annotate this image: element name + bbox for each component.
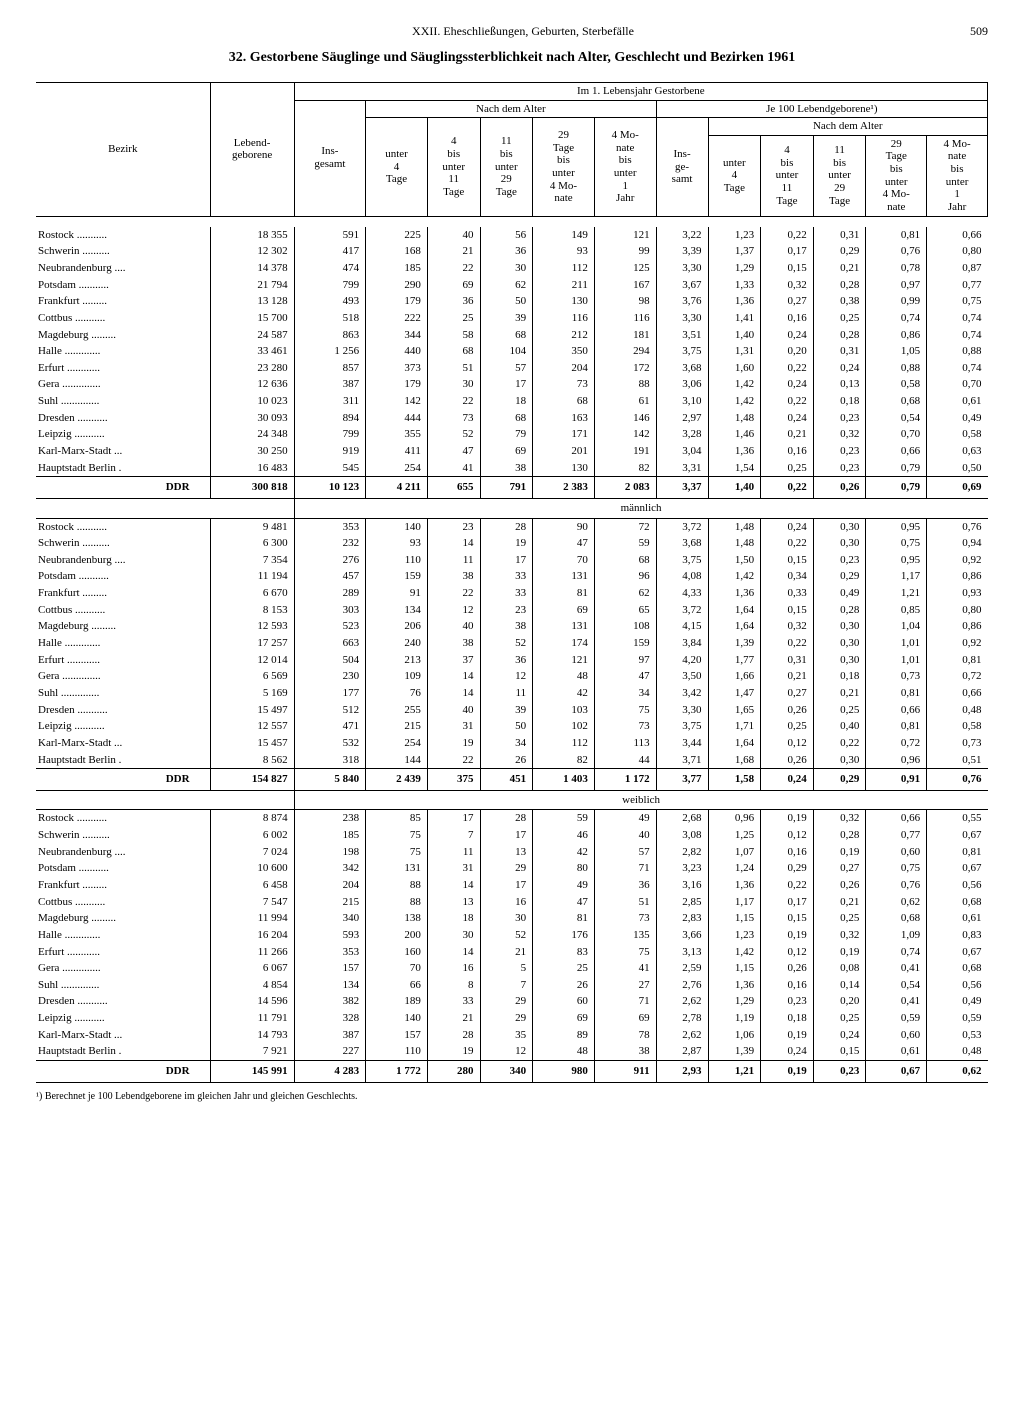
table-row: Suhl ..............5 16917776141142343,4… bbox=[36, 685, 988, 702]
c1a: unter4Tage bbox=[366, 118, 428, 216]
table-row: Hauptstadt Berlin .16 483545254413813082… bbox=[36, 460, 988, 477]
c2b: 4bisunter11Tage bbox=[761, 135, 814, 216]
table-row: Frankfurt .........6 67028991223381624,3… bbox=[36, 585, 988, 602]
table-row: Frankfurt .........6 45820488141749363,1… bbox=[36, 877, 988, 894]
c4b: 29Tagebisunter4 Mo-nate bbox=[866, 135, 927, 216]
col-bezirk: Bezirk bbox=[36, 82, 210, 216]
table-body: Rostock ...........18 355591225405614912… bbox=[36, 216, 988, 1082]
table-row: Rostock ...........18 355591225405614912… bbox=[36, 227, 988, 244]
col-group-main: Im 1. Lebensjahr Gestorbene bbox=[294, 82, 987, 100]
c3a: 11bisunter29Tage bbox=[480, 118, 533, 216]
table-row: Schwerin ..........12 302417168213693993… bbox=[36, 243, 988, 260]
table-row: Gera ..............6 0671577016525412,59… bbox=[36, 960, 988, 977]
table-row: Frankfurt .........13 128493179365013098… bbox=[36, 293, 988, 310]
table-head: Bezirk Lebend-geborene Im 1. Lebensjahr … bbox=[36, 82, 988, 216]
total-row: DDR145 9914 2831 7722803409809112,931,21… bbox=[36, 1061, 988, 1083]
col-je100: Je 100 Lebendgeborene¹) bbox=[656, 100, 987, 118]
table-row: Karl-Marx-Stadt ...14 793387157283589782… bbox=[36, 1027, 988, 1044]
table-row: Hauptstadt Berlin .7 921227110191248382,… bbox=[36, 1043, 988, 1060]
table-row: Suhl ..............10 023311142221868613… bbox=[36, 393, 988, 410]
table-row: Halle .............17 257663240385217415… bbox=[36, 635, 988, 652]
c4a: 29Tagebisunter4 Mo-nate bbox=[533, 118, 595, 216]
table-row: Leipzig ...........11 791328140212969692… bbox=[36, 1010, 988, 1027]
total-row: DDR154 8275 8402 4393754511 4031 1723,77… bbox=[36, 769, 988, 791]
table-row: Gera ..............6 569230109141248473,… bbox=[36, 668, 988, 685]
table-row: Potsdam ...........10 600342131312980713… bbox=[36, 860, 988, 877]
table-row: Potsdam ...........11 194457159383313196… bbox=[36, 568, 988, 585]
table-row: Karl-Marx-Stadt ...15 457532254193411211… bbox=[36, 735, 988, 752]
table-row: Cottbus ...........8 153303134122369653,… bbox=[36, 602, 988, 619]
table-row: Magdeburg .........11 994340138183081732… bbox=[36, 910, 988, 927]
table-row: Rostock ...........8 87423885172859492,6… bbox=[36, 810, 988, 827]
table-row: Schwerin ..........6 0021857571746403,08… bbox=[36, 827, 988, 844]
table-row: Cottbus ...........7 54721588131647512,8… bbox=[36, 894, 988, 911]
table-row: Dresden ...........14 596382189332960712… bbox=[36, 993, 988, 1010]
col-nachalter-2: Nach dem Alter bbox=[708, 118, 987, 136]
table-row: Leipzig ...........12 557471215315010273… bbox=[36, 718, 988, 735]
table-row: Schwerin ..........6 30023293141947593,6… bbox=[36, 535, 988, 552]
chapter-title: XXII. Eheschließungen, Geburten, Sterbef… bbox=[412, 24, 634, 39]
c3b: 11bisunter29Tage bbox=[813, 135, 866, 216]
c5b: 4 Mo-natebisunter1Jahr bbox=[927, 135, 988, 216]
page-header: XXII. Eheschließungen, Geburten, Sterbef… bbox=[36, 24, 988, 39]
table-row: Magdeburg .........12 593523206403813110… bbox=[36, 618, 988, 635]
table-row: Neubrandenburg ....14 378474185223011212… bbox=[36, 260, 988, 277]
total-row: DDR300 81810 1234 2116557912 3832 0833,3… bbox=[36, 477, 988, 499]
table-row: Potsdam ...........21 794799290696221116… bbox=[36, 277, 988, 294]
table-title: 32. Gestorbene Säuglinge und Säuglingsst… bbox=[36, 49, 988, 68]
table-row: Neubrandenburg ....7 354276110111770683,… bbox=[36, 552, 988, 569]
section-head: männlich bbox=[36, 498, 988, 518]
table-row: Karl-Marx-Stadt ...30 250919411476920119… bbox=[36, 443, 988, 460]
statistical-table: Bezirk Lebend-geborene Im 1. Lebensjahr … bbox=[36, 82, 988, 1083]
table-row: Halle .............16 204593200305217613… bbox=[36, 927, 988, 944]
table-row: Rostock ...........9 481353140232890723,… bbox=[36, 518, 988, 535]
table-row: Erfurt ............11 266353160142183753… bbox=[36, 944, 988, 961]
c5a: 4 Mo-natebisunter1Jahr bbox=[594, 118, 656, 216]
table-row: Dresden ...........30 093894444736816314… bbox=[36, 410, 988, 427]
c1b: unter4Tage bbox=[708, 135, 761, 216]
table-row: Suhl ..............4 854134668726272,761… bbox=[36, 977, 988, 994]
col-insgesamt2: Ins-ge-samt bbox=[656, 118, 708, 216]
table-row: Magdeburg .........24 587863344586821218… bbox=[36, 327, 988, 344]
table-row: Leipzig ...........24 348799355527917114… bbox=[36, 426, 988, 443]
col-nachalter-1: Nach dem Alter bbox=[366, 100, 656, 118]
table-row: Halle .............33 4611 2564406810435… bbox=[36, 343, 988, 360]
table-row: Dresden ...........15 497512255403910375… bbox=[36, 702, 988, 719]
c2a: 4bisunter11Tage bbox=[427, 118, 480, 216]
table-row: Cottbus ...........15 700518222253911611… bbox=[36, 310, 988, 327]
table-row: Erfurt ............12 014504213373612197… bbox=[36, 652, 988, 669]
col-lebend: Lebend-geborene bbox=[210, 82, 294, 216]
page-number: 509 bbox=[970, 24, 988, 39]
table-row: Gera ..............12 636387179301773883… bbox=[36, 376, 988, 393]
table-row: Hauptstadt Berlin .8 562318144222682443,… bbox=[36, 752, 988, 769]
table-row: Erfurt ............23 280857373515720417… bbox=[36, 360, 988, 377]
table-row: Neubrandenburg ....7 02419875111342572,8… bbox=[36, 844, 988, 861]
footnote: ¹) Berechnet je 100 Lebendgeborene im gl… bbox=[36, 1091, 988, 1102]
section-head: weiblich bbox=[36, 790, 988, 810]
col-insgesamt: Ins-gesamt bbox=[294, 100, 366, 216]
